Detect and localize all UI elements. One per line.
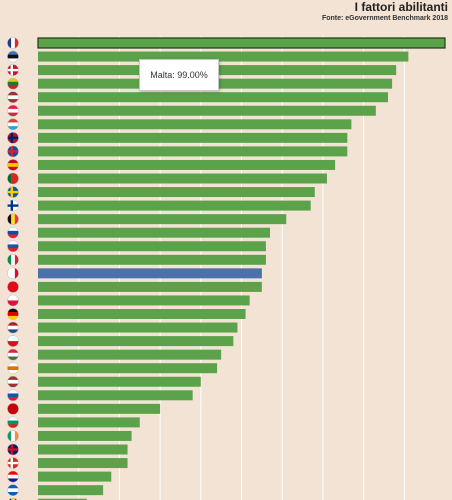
chart-bar[interactable] [38, 349, 222, 360]
hungary-flag-icon [7, 348, 19, 361]
chart-bar[interactable] [37, 37, 446, 49]
chart-bar[interactable] [38, 417, 140, 428]
bulgaria-flag-icon [7, 416, 19, 429]
chart-bar[interactable] [38, 241, 266, 252]
chart-bar[interactable] [38, 105, 376, 116]
italy-flag-icon [7, 253, 19, 266]
germany-flag-icon [7, 308, 19, 320]
belgium-flag-icon [7, 213, 19, 225]
chart-bar[interactable] [38, 322, 238, 333]
chart-bar[interactable] [38, 132, 348, 143]
sweden-flag-icon [7, 186, 19, 198]
luxembourg-flag-icon [7, 118, 19, 131]
bar-tooltip: Malta: 99.00% [139, 59, 219, 91]
chart-bar[interactable] [38, 363, 218, 374]
chart-bar[interactable] [38, 159, 336, 170]
slovenia-flag-icon [7, 240, 19, 253]
finland-flag-icon [7, 199, 19, 212]
chart-bar[interactable] [38, 51, 409, 62]
chart-bar[interactable] [38, 295, 250, 306]
chart-bar[interactable] [38, 376, 201, 387]
chart-subtitle: Fonte: eGovernment Benchmark 2018 [321, 15, 448, 22]
montenegro-flag-icon [7, 403, 19, 415]
chart-bar[interactable] [38, 309, 246, 319]
latvia-flag-icon [7, 91, 19, 104]
croatia-flag-icon [7, 470, 19, 483]
chart-bar[interactable] [38, 281, 262, 292]
portugal-flag-icon [7, 172, 19, 185]
chart-bar[interactable] [38, 471, 112, 482]
tooltip-separator: : [172, 70, 178, 80]
lithuania-flag-icon [7, 77, 19, 90]
greece-flag-icon [7, 484, 19, 496]
chart-bar[interactable] [38, 498, 87, 500]
chart-bar[interactable] [38, 146, 348, 157]
tooltip-value: 99.00% [177, 70, 208, 80]
chart-bar[interactable] [38, 119, 352, 130]
chart-bar[interactable] [38, 403, 161, 414]
latvia-flag-icon [7, 375, 19, 388]
chart-bar[interactable] [38, 187, 315, 198]
chart-bar[interactable] [38, 200, 311, 211]
tooltip-country: Malta [150, 70, 173, 80]
norway-flag-icon [7, 132, 19, 144]
turkey-flag-icon [7, 281, 19, 293]
chart-bar[interactable] [38, 430, 132, 441]
austria-flag-icon [7, 104, 19, 117]
chart-bar[interactable] [38, 254, 266, 265]
slovenia-flag-icon [7, 389, 19, 402]
chart-bar[interactable] [38, 227, 270, 238]
uk-flag-icon [7, 443, 19, 456]
ireland-flag-icon [7, 430, 19, 442]
chart-bar[interactable] [38, 390, 193, 401]
cyprus-flag-icon [7, 362, 19, 375]
spain-flag-icon [7, 159, 19, 171]
slovakia-flag-icon [7, 226, 19, 239]
chart-bar[interactable] [38, 268, 262, 279]
chart-bar[interactable] [38, 214, 287, 225]
poland-flag-icon [7, 294, 19, 307]
czechia-flag-icon [7, 335, 19, 347]
chart-title: I fattori abilitanti [354, 0, 448, 14]
denmark-flag-icon [7, 64, 19, 76]
chart-bar[interactable] [38, 444, 128, 455]
chart-bar[interactable] [38, 336, 234, 347]
estonia-flag-icon [7, 50, 19, 63]
chart-bar[interactable] [38, 485, 104, 496]
france-flag-icon [7, 37, 19, 49]
chart-bar[interactable] [38, 458, 128, 469]
malta-flag-icon [7, 267, 19, 280]
chart-bar[interactable] [38, 173, 327, 184]
switzerland-flag-icon [7, 457, 19, 469]
netherlands-flag-icon [7, 321, 19, 334]
chart-bar[interactable] [38, 92, 389, 103]
iceland-flag-icon [7, 145, 19, 158]
